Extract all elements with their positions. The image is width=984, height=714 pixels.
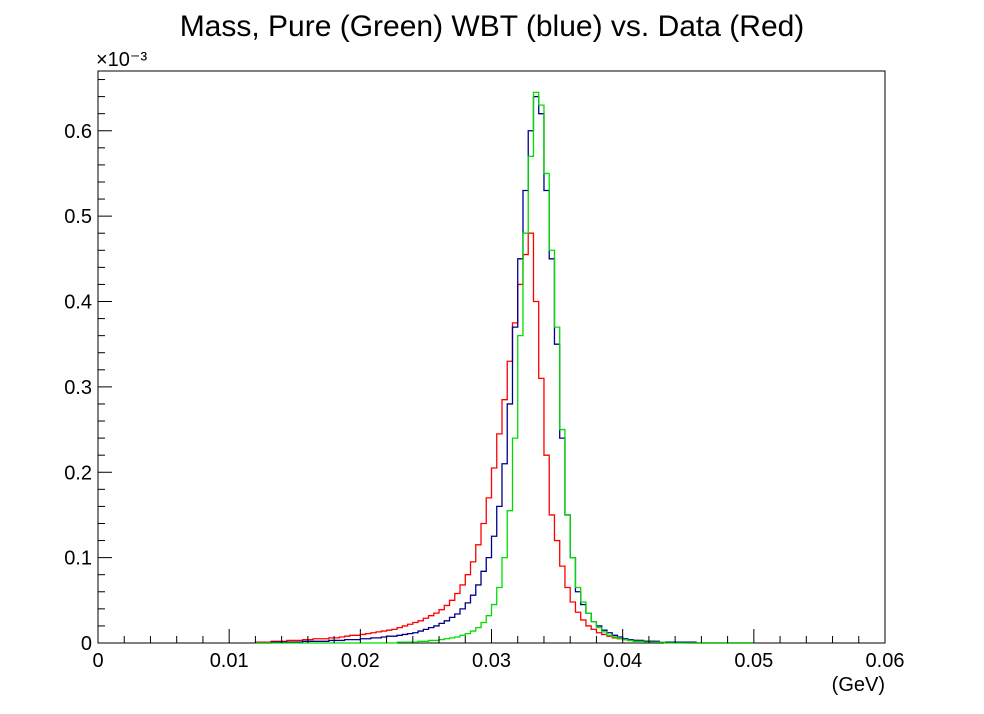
- y-tick-label: 0.5: [64, 206, 92, 228]
- y-tick-label: 0.3: [64, 377, 92, 399]
- x-tick-label: 0.04: [603, 650, 642, 672]
- y-tick-label: 0.4: [64, 292, 92, 314]
- histogram-series-2: [255, 95, 754, 644]
- y-tick-label: 0.2: [64, 462, 92, 484]
- histogram-series-1: [255, 232, 754, 644]
- series-layer: [255, 91, 754, 644]
- x-tick-label: 0.01: [210, 650, 249, 672]
- chart-title: Mass, Pure (Green) WBT (blue) vs. Data (…: [180, 10, 805, 43]
- y-tick-label: 0.1: [64, 548, 92, 570]
- x-tick-label: 0.03: [472, 650, 511, 672]
- y-tick-label: 0.6: [64, 121, 92, 143]
- x-tick-label: 0.05: [734, 650, 773, 672]
- x-tick-label: 0.02: [341, 650, 380, 672]
- x-axis-label: (GeV): [832, 674, 885, 696]
- axis-layer: 0 0.01 0.02 0.03 0.04 0.05 0.06 0 0.1 0.2 0.3 0.4 0.…: [64, 79, 905, 672]
- x-tick-label: 0: [92, 650, 103, 672]
- x-tick-label: 0.06: [866, 650, 905, 672]
- y-axis-exponent-label: ×10⁻³: [96, 49, 147, 71]
- y-tick-label: 0: [81, 633, 92, 655]
- histogram-series-3: [255, 91, 754, 644]
